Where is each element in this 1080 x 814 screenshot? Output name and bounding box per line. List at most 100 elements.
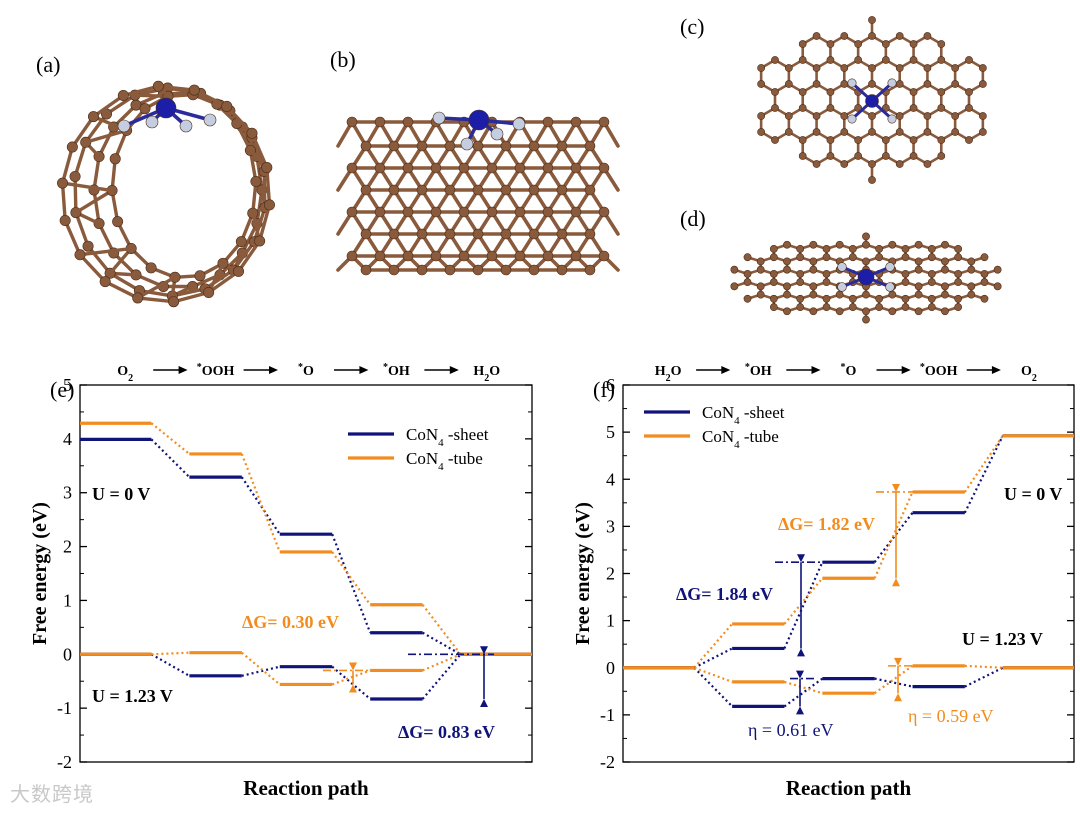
carbon-atom: [812, 160, 821, 168]
carbon-atom: [923, 80, 932, 88]
nitrogen-atom: [887, 114, 897, 124]
carbon-atom: [132, 292, 144, 304]
legend-label: CoN4 -tube: [406, 449, 483, 473]
carbon-atom: [444, 228, 456, 240]
carbon-atom: [868, 160, 876, 168]
cobalt-atom: [857, 268, 875, 286]
carbon-atom: [360, 264, 372, 276]
path-arrow-head: [269, 366, 278, 374]
connector-line: [964, 666, 1004, 688]
bond: [250, 131, 269, 170]
carbon-atom: [500, 264, 512, 276]
species-label: *O: [841, 362, 857, 380]
carbon-atom: [993, 282, 1002, 291]
carbon-atom: [965, 56, 973, 64]
carbon-atom: [87, 111, 99, 123]
carbon-atom: [556, 264, 568, 276]
carbon-atom: [139, 103, 151, 115]
carbon-atom: [941, 282, 949, 291]
nitrogen-atom: [837, 282, 847, 292]
carbon-atom: [812, 112, 821, 120]
connector-line: [241, 651, 281, 686]
connector-line: [241, 665, 281, 677]
carbon-atom: [584, 264, 596, 276]
carbon-atom: [909, 152, 918, 160]
carbon-atom: [798, 40, 807, 48]
carbon-atom: [500, 228, 512, 240]
carbon-atom: [954, 269, 963, 278]
carbon-atom: [826, 88, 835, 96]
nitrogen-atom: [837, 262, 847, 272]
connector-line: [421, 653, 462, 700]
carbon-atom: [796, 244, 805, 253]
carbon-atom: [570, 116, 582, 128]
carbon-atom: [812, 32, 821, 40]
y-tick-label: 0: [63, 644, 72, 664]
carbon-atom: [472, 140, 484, 152]
carbon-atom: [868, 16, 876, 24]
carbon-atom: [822, 253, 831, 262]
connector-line: [784, 680, 823, 695]
carbon-atom: [895, 80, 904, 88]
delta-arrow-head: [894, 657, 902, 666]
bond: [86, 244, 112, 275]
carbon-atom: [528, 228, 540, 240]
carbon-atom: [743, 269, 752, 278]
connector-line: [331, 669, 371, 686]
delta-arrow-head: [480, 698, 488, 707]
carbon-atom: [221, 100, 233, 112]
carbon-atom: [798, 88, 807, 96]
carbon-atom: [233, 265, 245, 277]
delta-arrow-head: [797, 648, 805, 657]
carbon-atom: [901, 269, 910, 278]
y-tick-label: 3: [606, 516, 615, 536]
carbon-atom: [927, 278, 936, 287]
carbon-atom: [769, 278, 778, 287]
carbon-atom: [835, 240, 844, 249]
species-label: *O: [298, 362, 314, 380]
carbon-atom: [757, 80, 766, 88]
carbon-atom: [203, 286, 215, 298]
nitrogen-atom: [179, 119, 193, 133]
bond: [92, 154, 101, 192]
carbon-atom: [923, 64, 932, 72]
bond: [108, 271, 142, 293]
bond: [78, 246, 133, 257]
connector-line: [693, 647, 733, 669]
carbon-atom: [914, 290, 923, 299]
carbon-atom: [528, 184, 540, 196]
panel-label-a: (a): [36, 52, 61, 77]
bond: [206, 269, 241, 295]
y-tick-label: 6: [606, 375, 615, 395]
connector-line: [331, 665, 371, 700]
carbon-atom: [809, 240, 818, 249]
carbon-atom: [514, 206, 526, 218]
nitrogen-atom: [847, 114, 857, 124]
carbon-atom: [812, 80, 821, 88]
carbon-atom: [757, 112, 766, 120]
y-tick-label: -2: [57, 752, 72, 772]
carbon-atom: [826, 136, 835, 144]
carbon-atom: [967, 282, 976, 291]
connector-line: [874, 677, 913, 688]
carbon-atom: [346, 116, 358, 128]
overpotential-tube-label: η = 0.59 eV: [908, 706, 994, 726]
panel-label-c: (c): [680, 14, 705, 39]
carbon-atom: [145, 262, 157, 274]
carbon-atom: [923, 32, 932, 40]
connector-line: [421, 604, 462, 655]
connector-line: [422, 653, 462, 672]
carbon-atom: [542, 116, 554, 128]
carbon-atom: [826, 40, 835, 48]
carbon-atom: [486, 250, 498, 262]
carbon-atom: [556, 228, 568, 240]
carbon-atom: [798, 136, 807, 144]
carbon-atom: [556, 140, 568, 152]
carbon-atom: [784, 64, 793, 72]
cobalt-atom: [155, 97, 177, 119]
carbon-atom: [598, 116, 610, 128]
panel-label: (f): [593, 377, 615, 402]
carbon-atom: [771, 88, 779, 96]
carbon-atom: [360, 228, 372, 240]
bond: [74, 188, 114, 215]
